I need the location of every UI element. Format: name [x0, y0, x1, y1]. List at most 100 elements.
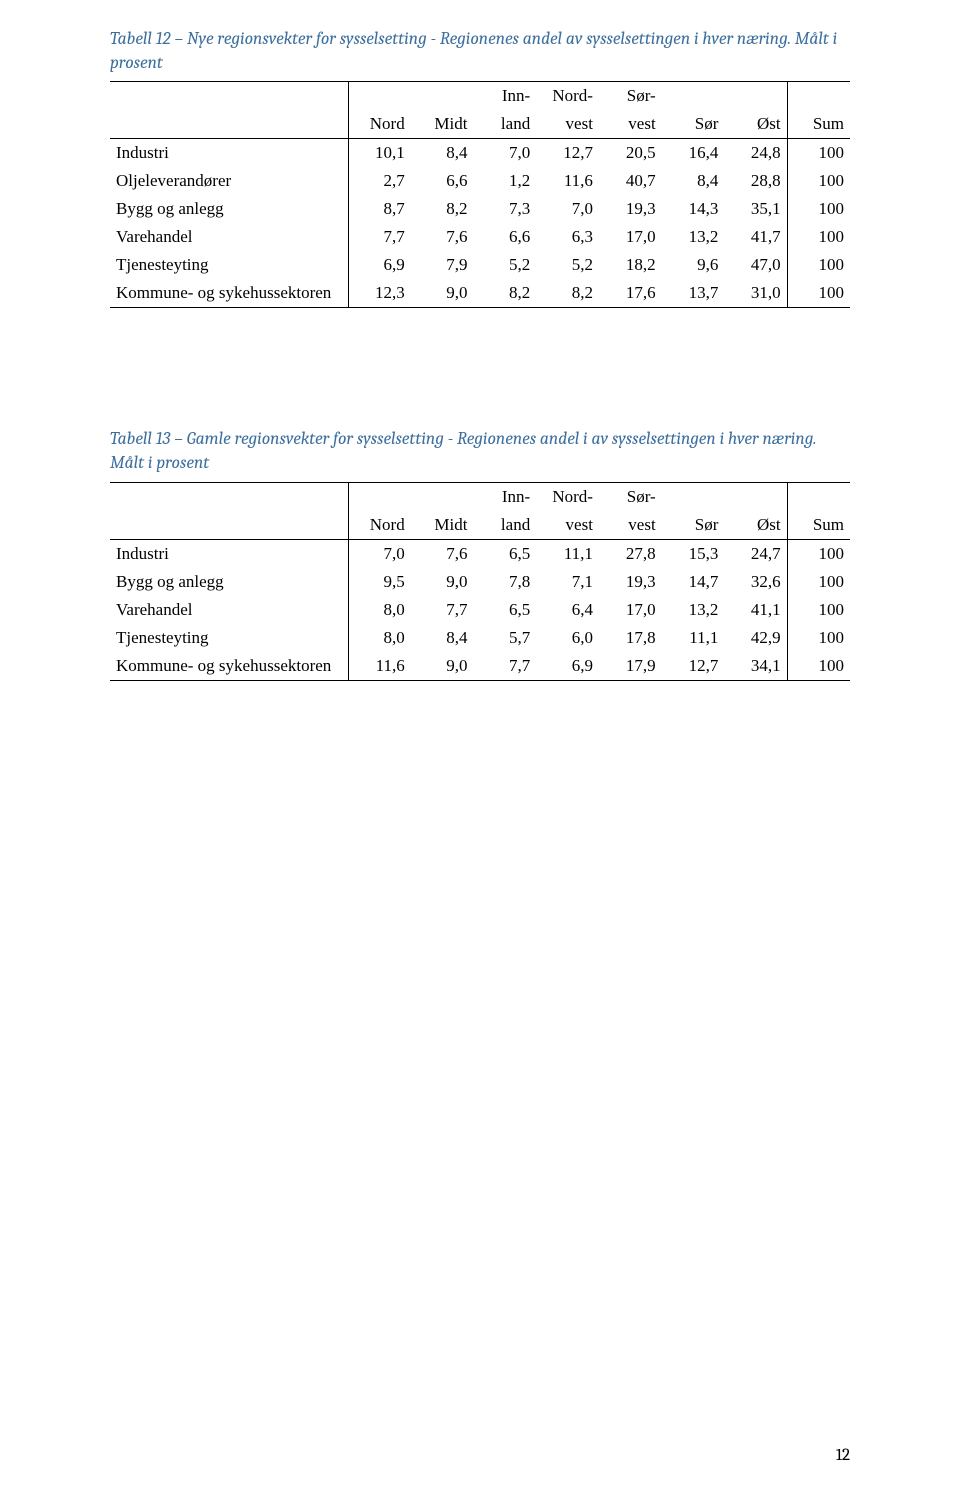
cell: 42,9 — [724, 624, 787, 652]
hdr-cell: land — [473, 110, 536, 139]
cell: 6,9 — [536, 652, 599, 681]
cell: 41,1 — [724, 596, 787, 624]
row-label: Bygg og anlegg — [110, 568, 348, 596]
table-row: Oljeleverandører2,76,61,211,640,78,428,8… — [110, 167, 850, 195]
row-label: Varehandel — [110, 223, 348, 251]
cell: 13,2 — [662, 223, 725, 251]
row-label: Varehandel — [110, 596, 348, 624]
table-row: Tjenesteyting6,97,95,25,218,29,647,0100 — [110, 251, 850, 279]
hdr-cell: Sør- — [599, 82, 662, 111]
cell: 7,9 — [411, 251, 474, 279]
hdr-cell: Øst — [724, 110, 787, 139]
cell: 13,7 — [662, 279, 725, 308]
cell: 41,7 — [724, 223, 787, 251]
cell: 24,7 — [724, 539, 787, 568]
cell: 7,0 — [536, 195, 599, 223]
cell: 6,9 — [348, 251, 411, 279]
cell: 9,6 — [662, 251, 725, 279]
cell: 17,9 — [599, 652, 662, 681]
hdr-cell: Sør — [662, 110, 725, 139]
cell: 8,0 — [348, 596, 411, 624]
cell: 7,7 — [411, 596, 474, 624]
hdr-cell: Midt — [411, 110, 474, 139]
cell: 6,4 — [536, 596, 599, 624]
cell: 100 — [787, 251, 850, 279]
cell: 31,0 — [724, 279, 787, 308]
cell: 6,5 — [473, 539, 536, 568]
cell: 28,8 — [724, 167, 787, 195]
cell: 20,5 — [599, 139, 662, 168]
table-row: Varehandel8,07,76,56,417,013,241,1100 — [110, 596, 850, 624]
cell: 40,7 — [599, 167, 662, 195]
cell: 12,3 — [348, 279, 411, 308]
table-row: Tjenesteyting8,08,45,76,017,811,142,9100 — [110, 624, 850, 652]
table2: Inn- Nord- Sør- Nord Midt land vest vest… — [110, 482, 850, 681]
hdr-cell: Sum — [787, 110, 850, 139]
row-label: Tjenesteyting — [110, 624, 348, 652]
hdr-cell: vest — [536, 110, 599, 139]
cell: 7,6 — [411, 539, 474, 568]
cell: 8,4 — [411, 624, 474, 652]
cell: 1,2 — [473, 167, 536, 195]
table2-header-line2: Nord Midt land vest vest Sør Øst Sum — [110, 511, 850, 540]
cell: 100 — [787, 139, 850, 168]
spacer — [110, 308, 850, 428]
cell: 12,7 — [662, 652, 725, 681]
cell: 11,6 — [536, 167, 599, 195]
row-label: Industri — [110, 139, 348, 168]
cell: 34,1 — [724, 652, 787, 681]
cell: 11,1 — [662, 624, 725, 652]
cell: 6,6 — [473, 223, 536, 251]
cell: 11,1 — [536, 539, 599, 568]
hdr-cell — [110, 110, 348, 139]
table1-caption: Tabell 12 – Nye regionsvekter for syssel… — [110, 28, 850, 75]
hdr-cell: vest — [599, 110, 662, 139]
cell: 7,6 — [411, 223, 474, 251]
row-label: Kommune- og sykehussektoren — [110, 279, 348, 308]
table2-header-line1: Inn- Nord- Sør- — [110, 482, 850, 511]
hdr-cell: Sør- — [599, 482, 662, 511]
cell: 7,7 — [473, 652, 536, 681]
cell: 6,0 — [536, 624, 599, 652]
hdr-cell: vest — [536, 511, 599, 540]
cell: 100 — [787, 596, 850, 624]
cell: 9,0 — [411, 568, 474, 596]
hdr-cell: Nord- — [536, 482, 599, 511]
cell: 7,0 — [473, 139, 536, 168]
cell: 32,6 — [724, 568, 787, 596]
cell: 6,3 — [536, 223, 599, 251]
cell: 15,3 — [662, 539, 725, 568]
cell: 14,7 — [662, 568, 725, 596]
row-label: Industri — [110, 539, 348, 568]
cell: 100 — [787, 652, 850, 681]
cell: 5,7 — [473, 624, 536, 652]
cell: 7,0 — [348, 539, 411, 568]
hdr-cell — [662, 82, 725, 111]
cell: 17,0 — [599, 596, 662, 624]
hdr-cell — [348, 482, 411, 511]
table-row: Industri7,07,66,511,127,815,324,7100 — [110, 539, 850, 568]
table-row: Varehandel7,77,66,66,317,013,241,7100 — [110, 223, 850, 251]
page: Tabell 12 – Nye regionsvekter for syssel… — [0, 0, 960, 1511]
cell: 2,7 — [348, 167, 411, 195]
cell: 13,2 — [662, 596, 725, 624]
hdr-cell — [724, 82, 787, 111]
cell: 6,5 — [473, 596, 536, 624]
cell: 7,3 — [473, 195, 536, 223]
cell: 16,4 — [662, 139, 725, 168]
hdr-cell — [787, 82, 850, 111]
cell: 24,8 — [724, 139, 787, 168]
cell: 19,3 — [599, 195, 662, 223]
cell: 11,6 — [348, 652, 411, 681]
row-label: Kommune- og sykehussektoren — [110, 652, 348, 681]
cell: 100 — [787, 167, 850, 195]
cell: 14,3 — [662, 195, 725, 223]
hdr-cell: Sør — [662, 511, 725, 540]
hdr-cell — [348, 82, 411, 111]
cell: 5,2 — [473, 251, 536, 279]
hdr-cell: Inn- — [473, 82, 536, 111]
cell: 100 — [787, 539, 850, 568]
cell: 8,4 — [411, 139, 474, 168]
hdr-cell — [110, 82, 348, 111]
cell: 27,8 — [599, 539, 662, 568]
